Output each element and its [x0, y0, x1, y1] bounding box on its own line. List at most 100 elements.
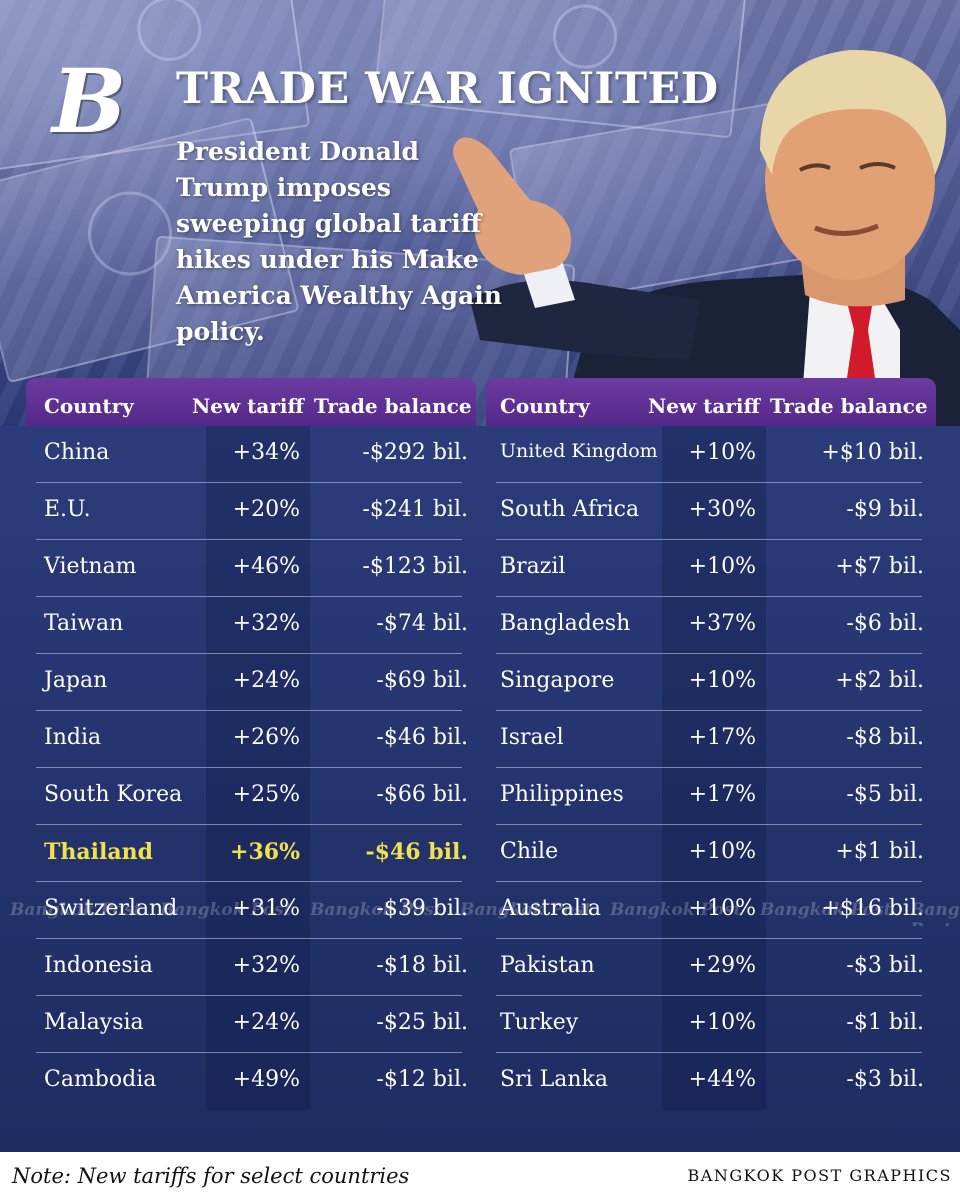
trade-balance-value: -$123 bil. — [362, 554, 468, 579]
tariff-column-shade — [206, 426, 310, 1110]
trade-balance-value: -$9 bil. — [846, 497, 924, 522]
new-tariff-value: +36% — [230, 839, 300, 865]
watermark-text: Bangkok Post — [460, 900, 592, 920]
country-name: Singapore — [500, 668, 615, 693]
new-tariff-value: +32% — [232, 611, 300, 636]
country-name: China — [44, 440, 110, 465]
watermark-text: Bangkok Post — [160, 900, 292, 920]
new-tariff-value: +31% — [232, 896, 300, 921]
new-tariff-value: +20% — [232, 497, 300, 522]
table-row: Indonesia +32% -$18 bil. — [26, 939, 468, 996]
trade-balance-value: -$39 bil. — [376, 896, 468, 921]
row-divider — [496, 995, 922, 996]
country-name: Switzerland — [44, 896, 178, 921]
trade-balance-value: +$1 bil. — [835, 839, 924, 864]
new-tariff-value: +24% — [232, 668, 300, 693]
new-tariff-value: +25% — [232, 782, 300, 807]
table-row: South Africa +30% -$9 bil. — [486, 483, 924, 540]
trade-balance-value: -$46 bil. — [365, 839, 468, 865]
country-name: South Africa — [500, 497, 640, 522]
row-divider — [496, 1052, 922, 1053]
table-row: Turkey +10% -$1 bil. — [486, 996, 924, 1053]
bangkok-post-logo: B — [52, 49, 127, 153]
country-name: Philippines — [500, 782, 624, 807]
trade-balance-value: -$8 bil. — [846, 725, 924, 750]
tariff-table-right: Country New tariff Trade balance United … — [486, 378, 936, 1110]
country-name: Australia — [500, 896, 602, 921]
row-divider — [36, 1052, 462, 1053]
new-tariff-value: +17% — [688, 725, 756, 750]
row-divider — [496, 938, 922, 939]
column-header-new-tariff: New tariff — [192, 394, 304, 418]
row-divider — [36, 938, 462, 939]
country-name: South Korea — [44, 782, 183, 807]
row-divider — [496, 767, 922, 768]
row-divider — [36, 824, 462, 825]
trade-balance-value: +$10 bil. — [821, 440, 924, 465]
new-tariff-value: +44% — [688, 1067, 756, 1092]
trade-balance-value: -$292 bil. — [362, 440, 468, 465]
trade-balance-value: +$16 bil. — [821, 896, 924, 921]
table-row: South Korea +25% -$66 bil. — [26, 768, 468, 825]
column-header-trade-balance: Trade balance — [770, 394, 928, 418]
new-tariff-value: +17% — [688, 782, 756, 807]
row-divider — [36, 881, 462, 882]
row-divider — [496, 824, 922, 825]
country-name: Japan — [44, 668, 108, 693]
column-header-country: Country — [500, 394, 590, 418]
row-divider — [36, 539, 462, 540]
new-tariff-value: +10% — [688, 1010, 756, 1035]
table-row: China +34% -$292 bil. — [26, 426, 468, 483]
footnote: Note: New tariffs for select countries — [12, 1164, 410, 1188]
table-row: United Kingdom +10% +$10 bil. — [486, 426, 924, 483]
row-divider — [496, 596, 922, 597]
trade-balance-value: -$12 bil. — [376, 1067, 468, 1092]
new-tariff-value: +26% — [232, 725, 300, 750]
new-tariff-value: +10% — [688, 554, 756, 579]
country-name: Vietnam — [44, 554, 137, 579]
country-name: Chile — [500, 839, 559, 864]
row-divider — [36, 482, 462, 483]
table-row: Vietnam +46% -$123 bil. — [26, 540, 468, 597]
table-row: Sri Lanka +44% -$3 bil. — [486, 1053, 924, 1110]
watermark-text: Bangkok Post — [610, 900, 742, 920]
new-tariff-value: +10% — [688, 440, 756, 465]
row-divider — [36, 767, 462, 768]
row-divider — [36, 710, 462, 711]
column-header-new-tariff: New tariff — [648, 394, 760, 418]
table-row: Singapore +10% +$2 bil. — [486, 654, 924, 711]
trade-balance-value: -$69 bil. — [376, 668, 468, 693]
new-tariff-value: +24% — [232, 1010, 300, 1035]
column-header-country: Country — [44, 394, 134, 418]
country-name: Pakistan — [500, 953, 595, 978]
new-tariff-value: +46% — [232, 554, 300, 579]
row-divider — [36, 596, 462, 597]
table-row: Pakistan +29% -$3 bil. — [486, 939, 924, 996]
country-name: Israel — [500, 725, 564, 750]
new-tariff-value: +34% — [232, 440, 300, 465]
trade-balance-value: -$241 bil. — [362, 497, 468, 522]
new-tariff-value: +10% — [688, 668, 756, 693]
trade-balance-value: -$66 bil. — [376, 782, 468, 807]
trade-balance-value: -$3 bil. — [846, 953, 924, 978]
new-tariff-value: +10% — [688, 839, 756, 864]
country-name: Thailand — [44, 839, 153, 865]
country-name: Sri Lanka — [500, 1067, 608, 1092]
graphics-credit: BANGKOK POST GRAPHICS — [687, 1166, 952, 1185]
table-row: Japan +24% -$69 bil. — [26, 654, 468, 711]
trade-balance-value: -$5 bil. — [846, 782, 924, 807]
country-name: Bangladesh — [500, 611, 631, 636]
watermark-text: Bangkok Post — [910, 900, 960, 926]
table-row: Taiwan +32% -$74 bil. — [26, 597, 468, 654]
country-name: Cambodia — [44, 1067, 157, 1092]
trade-balance-value: -$1 bil. — [846, 1010, 924, 1035]
watermark-text: Bangkok Post — [10, 900, 142, 920]
trade-balance-value: -$25 bil. — [376, 1010, 468, 1035]
table-row: Thailand +36% -$46 bil. — [26, 825, 468, 882]
row-divider — [496, 710, 922, 711]
new-tariff-value: +10% — [688, 896, 756, 921]
country-name: Indonesia — [44, 953, 153, 978]
header-banner: B TRADE WAR IGNITED President Donald Tru… — [0, 0, 960, 426]
new-tariff-value: +30% — [688, 497, 756, 522]
trade-balance-value: +$7 bil. — [835, 554, 924, 579]
